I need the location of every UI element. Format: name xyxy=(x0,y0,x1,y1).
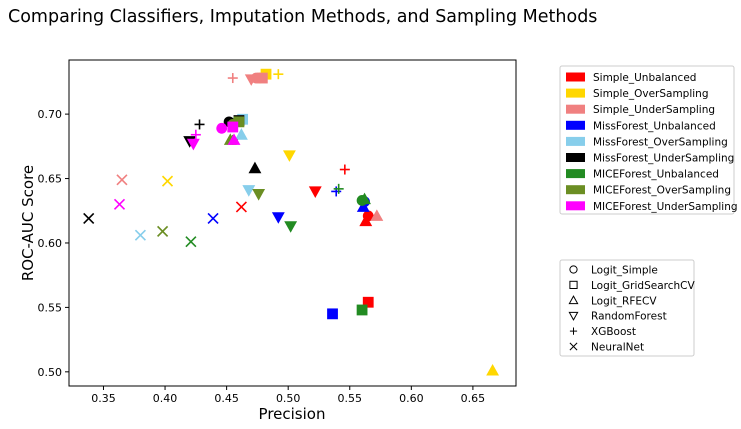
legend-swatch xyxy=(566,104,585,114)
legend-marker xyxy=(569,342,578,351)
data-point xyxy=(157,225,169,237)
legend-marker xyxy=(568,311,579,321)
plot-frame xyxy=(68,59,517,387)
legend-label: MissForest_Unbalanced xyxy=(593,120,716,132)
x-axis-label: Precision xyxy=(259,405,326,423)
y-axis: 0.50 0.55 0.60 0.65 0.70 xyxy=(38,108,69,379)
chart-title: Comparing Classifiers, Imputation Method… xyxy=(8,7,597,27)
data-point xyxy=(227,73,238,84)
data-point xyxy=(327,308,338,320)
legend-swatch xyxy=(566,120,585,130)
classifier-legend: Logit_Simple Logit_GridSearchCV Logit_RFEC… xyxy=(559,259,695,357)
data-point xyxy=(356,200,370,212)
legend-label: MICEForest_Unbalanced xyxy=(593,169,719,181)
legend-label: Simple_UnderSampling xyxy=(593,104,715,116)
data-point xyxy=(273,69,284,80)
data-point xyxy=(244,74,258,86)
legend-label: Logit_RFECV xyxy=(591,295,657,307)
legend-label: MissForest_UnderSampling xyxy=(593,153,734,165)
method-legend: Simple_Unbalanced Simple_OverSampling Simp… xyxy=(559,65,738,215)
legend-marker xyxy=(568,295,579,305)
data-point xyxy=(134,229,146,241)
legend-label: Simple_OverSampling xyxy=(593,88,709,100)
legend-swatch xyxy=(566,185,585,195)
data-point xyxy=(331,186,342,197)
data-point xyxy=(235,201,247,213)
data-point xyxy=(83,212,95,225)
plot-marks xyxy=(83,68,500,376)
data-point xyxy=(190,129,201,140)
data-point xyxy=(358,192,371,205)
y-tick-label: 0.50 xyxy=(38,366,63,379)
legend-label: MissForest_OverSampling xyxy=(593,136,728,148)
y-axis-label: ROC-AUC Score xyxy=(19,165,37,281)
legend-label: MICEForest_UnderSampling xyxy=(593,201,738,213)
legend-marker xyxy=(569,280,578,289)
legend-swatch xyxy=(566,153,585,162)
data-point xyxy=(333,183,344,194)
data-point xyxy=(194,119,205,130)
x-tick-label: 0.45 xyxy=(214,392,239,405)
data-point xyxy=(308,186,322,199)
method-legend-items: Simple_Unbalanced Simple_OverSampling Simp… xyxy=(566,72,738,213)
data-point xyxy=(370,209,384,221)
x-axis: 0.35 0.40 0.45 0.50 0.55 0.60 0.65 xyxy=(91,386,485,405)
y-tick-label: 0.55 xyxy=(38,301,63,314)
legend-label: MICEForest_OverSampling xyxy=(593,185,731,197)
data-point xyxy=(356,304,368,316)
legend-swatch xyxy=(566,201,585,211)
data-point xyxy=(252,189,266,201)
method-legend-frame xyxy=(559,65,735,215)
classifier-legend-items: Logit_Simple Logit_GridSearchCV Logit_RFEC… xyxy=(568,265,695,354)
data-point xyxy=(248,161,262,174)
data-point xyxy=(271,212,285,224)
y-tick-label: 0.65 xyxy=(38,173,63,186)
legend-marker xyxy=(569,327,578,335)
data-point xyxy=(486,363,500,376)
classifier-legend-frame xyxy=(559,259,695,357)
x-tick-label: 0.55 xyxy=(338,392,363,405)
data-point xyxy=(207,212,219,225)
x-tick-label: 0.40 xyxy=(153,392,178,405)
legend-swatch xyxy=(566,136,585,146)
y-tick-label: 0.70 xyxy=(38,108,63,121)
data-point xyxy=(216,122,228,134)
legend-swatch xyxy=(566,88,585,98)
data-point xyxy=(256,72,268,84)
data-point xyxy=(362,296,374,308)
legend-label: Logit_GridSearchCV xyxy=(591,280,695,292)
legend-label: Simple_Unbalanced xyxy=(593,72,696,84)
legend-label: NeuralNet xyxy=(591,342,644,354)
y-tick-label: 0.60 xyxy=(38,237,63,250)
data-point xyxy=(242,185,256,197)
data-point xyxy=(234,128,248,140)
legend-label: XGBoost xyxy=(591,326,636,338)
legend-swatch xyxy=(566,169,585,179)
legend-label: RandomForest xyxy=(591,311,667,323)
data-point xyxy=(282,150,296,162)
data-point xyxy=(227,133,241,145)
data-point xyxy=(359,214,373,227)
data-point xyxy=(113,198,126,210)
data-point xyxy=(227,121,239,133)
x-tick-label: 0.60 xyxy=(399,392,424,405)
x-tick-label: 0.50 xyxy=(276,392,301,405)
legend-marker xyxy=(569,265,578,274)
data-point xyxy=(186,138,200,151)
data-point xyxy=(284,221,298,233)
legend-swatch xyxy=(566,72,585,82)
legend-label: Logit_Simple xyxy=(591,265,658,277)
x-tick-label: 0.65 xyxy=(461,392,486,405)
data-point xyxy=(116,174,128,186)
data-point xyxy=(161,175,174,187)
x-tick-label: 0.35 xyxy=(91,392,116,405)
data-point xyxy=(185,236,197,248)
data-point xyxy=(339,164,350,175)
